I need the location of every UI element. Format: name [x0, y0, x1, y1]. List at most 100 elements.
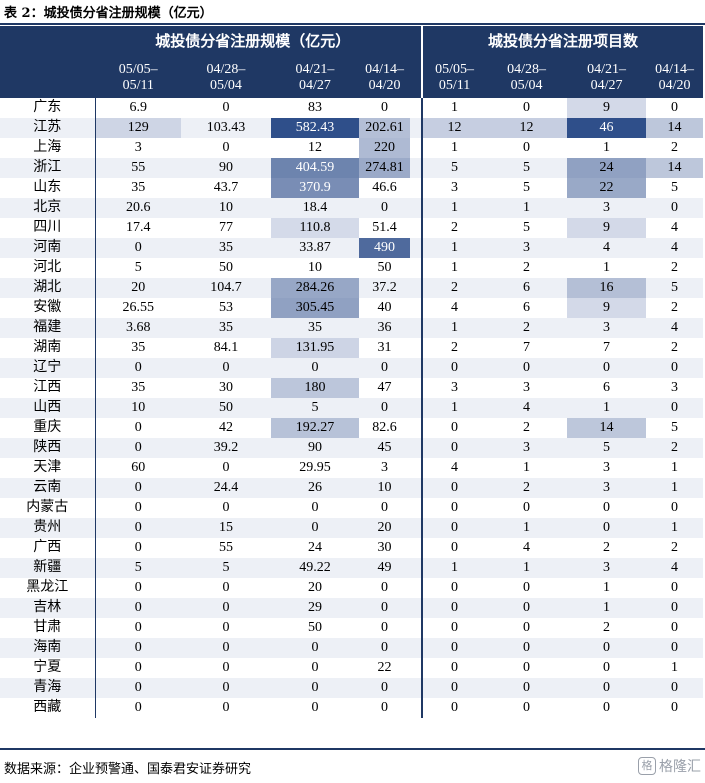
table-row: 江西 35 30 180 47 3 3 6 3 — [0, 378, 703, 398]
province-cell: 甘肃 — [0, 618, 96, 638]
province-cell: 黑龙江 — [0, 578, 96, 598]
watermark: 格 格隆汇 — [638, 756, 701, 776]
amount-cell: 220 — [359, 138, 411, 158]
count-cell: 5 — [671, 180, 679, 195]
count-cell: 0 — [671, 100, 679, 115]
province-cell: 四川 — [0, 218, 96, 238]
province-cell: 福建 — [0, 318, 96, 338]
amount-cell: 0 — [311, 640, 319, 655]
amount-cell: 53 — [219, 300, 233, 315]
amount-cell: 30 — [377, 540, 392, 555]
amount-cell: 0 — [311, 660, 319, 675]
province-cell: 云南 — [0, 478, 96, 498]
count-cell: 2 — [671, 540, 679, 555]
province-cell: 天津 — [0, 458, 96, 478]
table-row: 辽宁 0 0 0 0 0 0 0 0 — [0, 358, 704, 378]
group-divider — [410, 438, 424, 458]
count-cell: 0 — [671, 620, 679, 635]
count-cell: 4 — [671, 240, 679, 255]
amount-cell: 0 — [134, 440, 142, 455]
period-header-count-0: 05/05– 05/11 — [422, 58, 487, 98]
amount-cell: 192.27 — [271, 418, 359, 438]
amount-cell: 39.2 — [213, 440, 239, 455]
count-cell: 3 — [603, 320, 611, 335]
group-divider — [410, 238, 424, 258]
count-cell: 2 — [603, 620, 611, 635]
province-cell: 广西 — [0, 538, 96, 558]
count-cell: 0 — [523, 100, 531, 115]
amount-cell: 50 — [219, 260, 233, 275]
count-cell: 0 — [603, 700, 611, 715]
province-cell: 海南 — [0, 638, 96, 658]
count-cell: 0 — [523, 620, 531, 635]
period-line: 05/11 — [438, 78, 471, 93]
count-cell: 0 — [523, 640, 531, 655]
count-cell: 1 — [603, 600, 611, 615]
count-cell: 46 — [567, 118, 647, 138]
count-cell: 1 — [451, 100, 459, 115]
amount-cell: 0 — [134, 540, 142, 555]
amount-cell: 29.95 — [299, 460, 331, 475]
group-divider — [410, 458, 424, 478]
group-divider — [410, 298, 424, 318]
group-divider — [410, 338, 424, 358]
count-cell: 2 — [523, 260, 531, 275]
count-cell: 6 — [523, 280, 531, 295]
table-row: 海南 0 0 0 0 0 0 0 0 — [0, 638, 704, 658]
amount-cell: 29 — [308, 600, 322, 615]
count-cell: 0 — [451, 680, 459, 695]
amount-cell: 55 — [219, 540, 233, 555]
amount-cell: 0 — [311, 680, 319, 695]
table-row: 吉林 0 0 29 0 0 0 1 0 — [0, 598, 704, 618]
amount-cell: 284.26 — [271, 278, 359, 298]
count-cell: 0 — [451, 360, 459, 375]
amount-cell: 0 — [222, 100, 230, 115]
count-cell: 5 — [523, 160, 531, 175]
count-cell: 1 — [523, 560, 531, 575]
table-row: 湖南 35 84.1 131.95 31 2 7 7 2 — [0, 338, 703, 358]
count-cell: 6 — [523, 300, 531, 315]
table-row: 云南 0 24.4 26 10 0 2 3 1 — [0, 478, 704, 498]
count-cell: 0 — [603, 660, 611, 675]
count-cell: 9 — [567, 218, 647, 238]
province-cell: 吉林 — [0, 598, 96, 618]
count-cell: 3 — [603, 460, 611, 475]
amount-cell: 37.2 — [372, 280, 397, 295]
count-cell: 2 — [603, 540, 611, 555]
amount-cell: 129 — [95, 118, 181, 138]
count-cell: 2 — [451, 220, 459, 235]
amount-cell: 0 — [222, 580, 230, 595]
amount-cell: 0 — [134, 420, 142, 435]
count-cell: 0 — [603, 680, 611, 695]
amount-cell: 35 — [131, 180, 146, 195]
amount-cell: 0 — [381, 200, 388, 215]
period-header-count-3: 04/14– 04/20 — [646, 58, 704, 98]
amount-cell: 46.6 — [372, 180, 397, 195]
count-cell: 0 — [603, 640, 611, 655]
table-row: 内蒙古 0 0 0 0 0 0 0 0 — [0, 498, 703, 518]
count-cell: 5 — [603, 440, 611, 455]
table-row: 广东 6.9 0 83 0 1 0 9 0 — [0, 98, 703, 118]
amount-cell: 0 — [222, 140, 230, 155]
amount-cell: 103.43 — [206, 120, 246, 135]
count-cell: 0 — [603, 520, 611, 535]
amount-cell: 83 — [308, 100, 322, 115]
period-header-count-2: 04/21– 04/27 — [567, 58, 647, 98]
table-row: 湖北 20 104.7 284.26 37.2 2 6 16 5 — [0, 278, 704, 298]
count-cell: 0 — [671, 680, 679, 695]
province-registration-table: 城投债分省注册规模（亿元） 城投债分省注册项目数 05/05– 05/11 04/2… — [0, 26, 704, 718]
amount-cell: 55 — [131, 160, 146, 175]
count-cell: 2 — [523, 420, 531, 435]
amount-cell: 0 — [222, 620, 230, 635]
count-cell: 3 — [603, 480, 611, 495]
count-cell: 2 — [451, 340, 459, 355]
amount-cell: 131.95 — [271, 338, 359, 358]
province-cell: 陕西 — [0, 438, 96, 458]
province-cell: 江西 — [0, 378, 96, 398]
amount-cell: 0 — [222, 660, 230, 675]
amount-cell: 10 — [377, 480, 392, 495]
header-row-groups: 城投债分省注册规模（亿元） 城投债分省注册项目数 — [0, 26, 704, 58]
count-cell: 4 — [523, 540, 531, 555]
group-divider — [410, 118, 424, 138]
table-row: 山东 35 43.7 370.9 46.6 3 5 22 5 — [0, 178, 703, 198]
